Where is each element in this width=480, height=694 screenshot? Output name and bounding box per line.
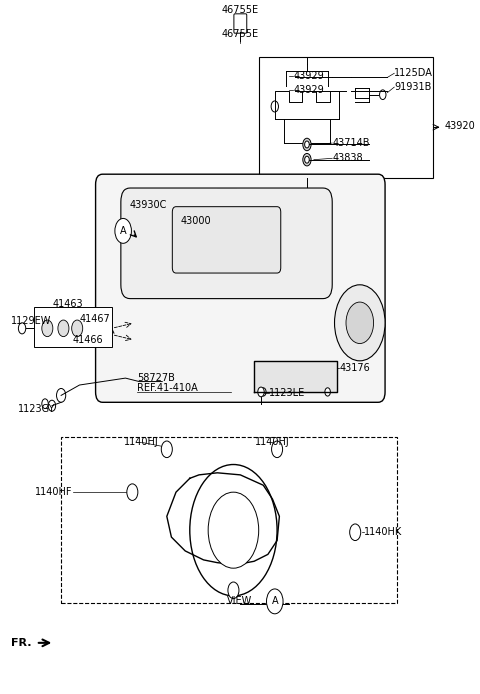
Text: 1140HK: 1140HK bbox=[364, 527, 403, 537]
Text: A: A bbox=[120, 226, 126, 236]
Text: 1140HJ: 1140HJ bbox=[124, 437, 159, 448]
Text: 1140HF: 1140HF bbox=[35, 487, 72, 497]
Circle shape bbox=[130, 488, 135, 496]
Text: 1123GY: 1123GY bbox=[17, 404, 55, 414]
Text: A: A bbox=[272, 596, 278, 607]
Circle shape bbox=[115, 219, 132, 244]
Text: 1123LE: 1123LE bbox=[269, 389, 305, 398]
Circle shape bbox=[272, 441, 283, 457]
Circle shape bbox=[231, 586, 236, 595]
Circle shape bbox=[380, 90, 386, 99]
Circle shape bbox=[72, 320, 83, 337]
Text: 1129EW: 1129EW bbox=[11, 316, 51, 326]
Circle shape bbox=[271, 101, 278, 112]
Text: 46755E: 46755E bbox=[222, 6, 259, 15]
Circle shape bbox=[57, 389, 66, 403]
Circle shape bbox=[303, 153, 311, 166]
Circle shape bbox=[228, 582, 239, 599]
Text: 46755E: 46755E bbox=[222, 29, 259, 39]
Text: 43929: 43929 bbox=[293, 71, 324, 81]
Circle shape bbox=[350, 524, 360, 541]
Circle shape bbox=[275, 445, 280, 453]
Text: 43930C: 43930C bbox=[130, 201, 168, 210]
Text: 41463: 41463 bbox=[53, 299, 84, 309]
Circle shape bbox=[58, 320, 69, 337]
Text: 41466: 41466 bbox=[72, 335, 103, 345]
Circle shape bbox=[352, 528, 358, 536]
Text: 43000: 43000 bbox=[180, 217, 211, 226]
FancyBboxPatch shape bbox=[96, 174, 385, 403]
Circle shape bbox=[190, 464, 277, 596]
Circle shape bbox=[48, 400, 56, 412]
Text: REF.41-410A: REF.41-410A bbox=[137, 384, 198, 393]
Text: FR.: FR. bbox=[11, 638, 31, 648]
Text: 91931B: 91931B bbox=[394, 82, 432, 92]
Text: 1125DA: 1125DA bbox=[394, 68, 433, 78]
Text: 41467: 41467 bbox=[80, 314, 110, 324]
Text: 43176: 43176 bbox=[339, 363, 370, 373]
Text: 43920: 43920 bbox=[445, 121, 476, 130]
Circle shape bbox=[164, 445, 169, 453]
Circle shape bbox=[305, 156, 309, 163]
Circle shape bbox=[161, 441, 172, 457]
Circle shape bbox=[127, 484, 138, 500]
Circle shape bbox=[266, 589, 283, 613]
Circle shape bbox=[42, 399, 48, 409]
Polygon shape bbox=[254, 361, 337, 392]
Circle shape bbox=[258, 387, 264, 397]
Bar bbox=[61, 437, 396, 603]
Bar bbox=[34, 307, 112, 347]
Circle shape bbox=[18, 323, 26, 334]
Text: VIEW: VIEW bbox=[227, 596, 252, 607]
FancyBboxPatch shape bbox=[172, 207, 281, 273]
Circle shape bbox=[325, 388, 330, 396]
Circle shape bbox=[305, 141, 309, 148]
FancyBboxPatch shape bbox=[234, 14, 247, 33]
Circle shape bbox=[335, 285, 385, 361]
Text: 58727B: 58727B bbox=[137, 373, 175, 383]
Text: 43929: 43929 bbox=[293, 85, 324, 95]
Circle shape bbox=[303, 138, 311, 151]
Text: 43838: 43838 bbox=[332, 153, 363, 163]
Text: 43714B: 43714B bbox=[332, 138, 370, 148]
Circle shape bbox=[346, 302, 373, 344]
FancyBboxPatch shape bbox=[121, 188, 332, 298]
Circle shape bbox=[261, 388, 266, 396]
Bar bbox=[259, 57, 433, 178]
Circle shape bbox=[208, 492, 259, 568]
Text: 1140HJ: 1140HJ bbox=[255, 437, 290, 448]
Circle shape bbox=[42, 320, 53, 337]
